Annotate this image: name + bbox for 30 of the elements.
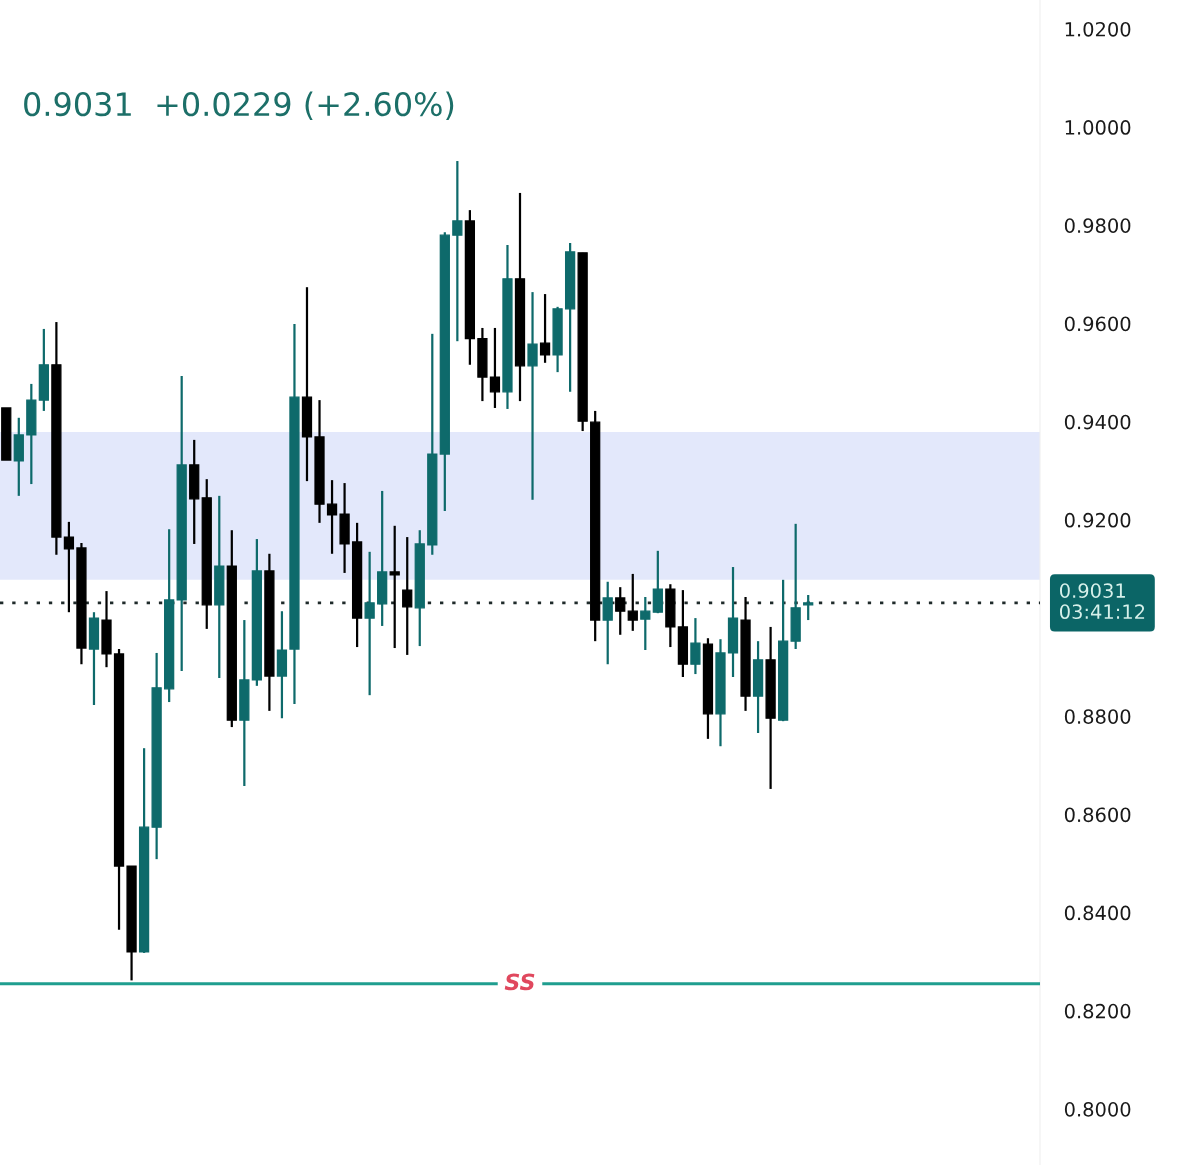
candlestick xyxy=(690,616,701,676)
y-tick-label: 0.8600 xyxy=(1064,807,1131,823)
ref-line-label: SS xyxy=(504,973,535,991)
candlestick xyxy=(539,292,551,364)
candlestick xyxy=(402,535,413,657)
candlestick xyxy=(326,479,338,555)
y-tick-label: 0.8000 xyxy=(1064,1101,1131,1117)
y-tick-label: 0.9400 xyxy=(1064,414,1131,430)
candlestick xyxy=(803,593,814,622)
y-tick-label: 1.0200 xyxy=(1065,21,1131,37)
candlestick xyxy=(489,326,501,410)
y-tick-label: 0.8200 xyxy=(1064,1003,1131,1019)
candlestick xyxy=(452,159,463,343)
candlestick xyxy=(527,291,538,501)
candlestick xyxy=(364,550,375,697)
candlestick xyxy=(63,520,75,614)
y-tick-label: 0.8400 xyxy=(1064,905,1131,921)
candlestick xyxy=(652,549,663,615)
y-tick-label: 0.9600 xyxy=(1064,316,1131,332)
candlestick xyxy=(615,586,626,636)
y-tick-label: 1.0000 xyxy=(1065,120,1131,135)
y-tick-label: 0.8800 xyxy=(1064,709,1131,724)
text: 0.9031 +0.0229 (+2.60%) xyxy=(24,91,454,121)
ref-line-label: 0.9031 03:41:12 xyxy=(1060,583,1145,620)
candlestick xyxy=(602,580,613,666)
candlestick xyxy=(640,595,651,652)
candlestick xyxy=(627,572,638,632)
y-tick-label: 0.9800 xyxy=(1064,218,1131,234)
y-tick-label: 0.9200 xyxy=(1064,512,1131,528)
candlestick xyxy=(389,524,400,650)
